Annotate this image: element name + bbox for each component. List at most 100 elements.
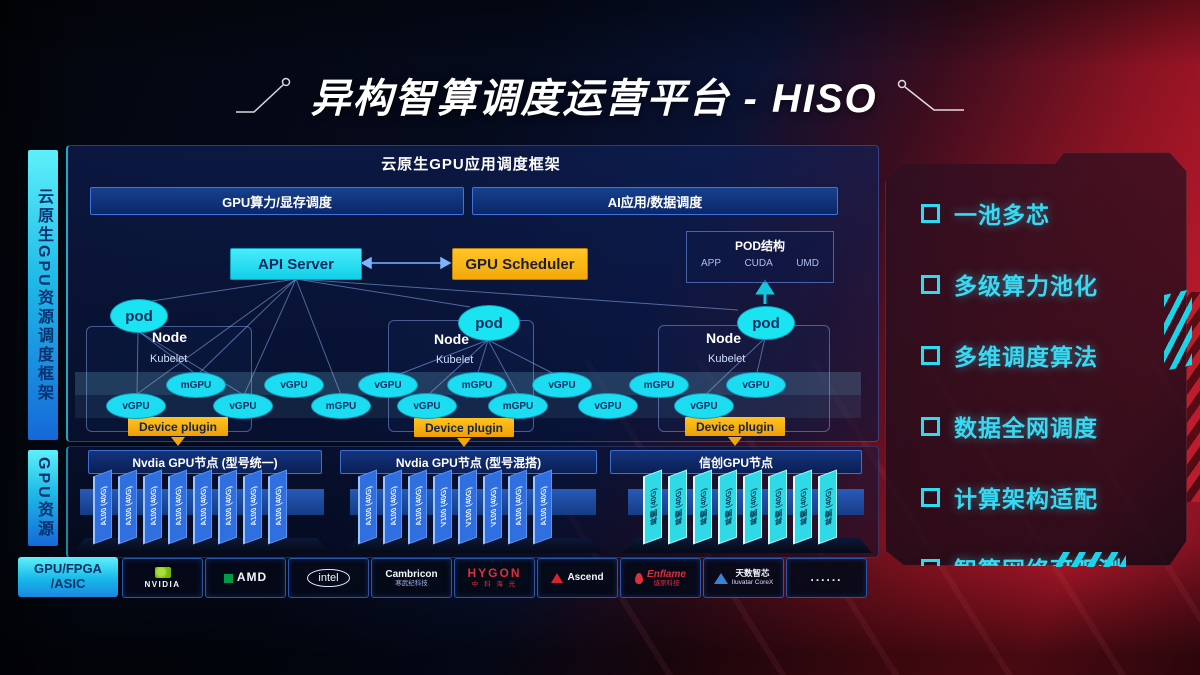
hazard-stripes-decoration — [1056, 552, 1126, 567]
gpu-ellipse-mgpu: mGPU — [629, 372, 689, 398]
device-plugin-3: Device plugin — [685, 417, 785, 436]
gpu-ellipse-vgpu: vGPU — [358, 372, 418, 398]
kubelet-label-3: Kubelet — [708, 353, 746, 365]
vendor-logo-cambricon: Cambricon 寒武纪科技 — [371, 558, 452, 598]
feature-text: 计算架构适配 — [954, 486, 1098, 512]
pod-ellipse-1: pod — [110, 299, 168, 333]
pod-structure-title: POD结构 — [734, 239, 785, 253]
vendor-text: HYGON 中 科 海 光 — [467, 566, 522, 589]
gpu-card: 昇腾 (40G) — [643, 469, 662, 545]
square-bullet-icon — [921, 274, 940, 294]
vendor-subtitle: 中 科 海 光 — [471, 581, 518, 589]
vendor-logo-enflame: Enflame 燧原科技 — [620, 558, 701, 598]
vendor-text: AMD — [236, 570, 268, 585]
vendor-name: NVIDIA — [144, 579, 181, 589]
gpu-card: A100 (40G) — [168, 469, 187, 545]
square-bullet-icon — [921, 203, 940, 223]
sidebar-gpu-resources-text: GPU资源 — [35, 457, 52, 539]
vendor-logo-more: ...... — [786, 558, 867, 598]
gpu-ellipse-mgpu: mGPU — [488, 393, 548, 419]
gpu-ellipse-vgpu: vGPU — [106, 393, 166, 419]
gpu-card: A100 (40G) — [383, 469, 402, 545]
gpu-card: A100 (40G) — [533, 469, 552, 545]
vendor-name: Ascend — [567, 572, 604, 584]
feature-text: 数据全网调度 — [954, 415, 1098, 441]
pod-layer-umd: UMD — [796, 258, 819, 269]
vendor-text: Enflame 燧原科技 — [647, 569, 686, 588]
vendor-text: ...... — [810, 570, 843, 585]
gpu-card: 昇腾 (40G) — [743, 469, 762, 545]
vendor-name: AMD — [236, 570, 268, 585]
vendor-name: HYGON — [467, 566, 522, 581]
vendor-name: 天数智芯 — [735, 568, 770, 579]
feature-item: 计算架构适配 — [921, 480, 1187, 514]
chip-types-box: GPU/FPGA /ASIC — [18, 557, 118, 597]
vendor-subtitle: Iluvatar CoreX — [731, 579, 774, 587]
circuit-decoration-left — [236, 77, 291, 113]
chip-types-line1: GPU/FPGA — [34, 561, 102, 577]
feature-text: 一池多芯 — [954, 202, 1050, 228]
square-bullet-icon — [921, 558, 940, 566]
feature-text: 多级算力池化 — [954, 273, 1098, 299]
sidebar-scheduling-frame-text: 云原生GPU资源调度框架 — [35, 187, 52, 403]
gpu-card: A100 (40G) — [243, 469, 262, 545]
pod-structure-box: POD结构 APP CUDA UMD — [686, 231, 834, 283]
vendor-text: NVIDIA — [144, 580, 180, 589]
gpu-card: A100 (40G) — [193, 469, 212, 545]
feature-text: 多维调度算法 — [954, 344, 1098, 370]
gpu-card: 昇腾 (40G) — [668, 469, 687, 545]
gpu-card: A100 (40G) — [408, 469, 427, 545]
gpu-card: 昇腾 (40G) — [793, 469, 812, 545]
hazard-stripes-decoration — [1164, 289, 1192, 371]
gpu-ellipse-mgpu: mGPU — [311, 393, 371, 419]
kubelet-label-2: Kubelet — [436, 354, 474, 366]
pod-ellipse-3: pod — [737, 306, 795, 340]
feature-item: 多维调度算法 — [921, 338, 1187, 372]
api-server-box: API Server — [230, 248, 362, 280]
gpu-node-bar-mixed: Nvdia GPU节点 (型号混搭) — [340, 450, 597, 474]
gpu-card: 昇腾 (40G) — [718, 469, 737, 545]
square-bullet-icon — [921, 345, 940, 365]
vendor-subtitle: 寒武纪科技 — [395, 580, 428, 588]
vendor-name: Cambricon — [385, 568, 438, 580]
page-title: 异构智算调度运营平台 - HISO — [310, 77, 878, 121]
gpu-ellipse-vgpu: vGPU — [726, 372, 786, 398]
gpu-compute-scheduling-bar: GPU算力/显存调度 — [90, 187, 464, 215]
vendor-name: ...... — [810, 570, 843, 585]
features-list: 一池多芯 多级算力池化 多维调度算法 数据全网调度 计算架构适配 智算网络可观测 — [885, 152, 1187, 566]
app-frame-title: 云原生GPU应用调度框架 — [381, 156, 561, 173]
gpu-ellipse-mgpu: mGPU — [166, 372, 226, 398]
gpu-ellipse-vgpu: vGPU — [397, 393, 457, 419]
pod-ellipse-2: pod — [458, 305, 520, 341]
pod-layer-app: APP — [701, 258, 722, 269]
vendor-subtitle: 燧原科技 — [653, 580, 680, 588]
gpu-card: A100 (40G) — [268, 469, 287, 545]
gpu-card: 昇腾 (40G) — [818, 469, 837, 545]
feature-item: 数据全网调度 — [921, 409, 1187, 443]
iluvatar-logo-icon — [713, 572, 728, 584]
vendor-text: Cambricon 寒武纪科技 — [385, 569, 437, 588]
gpu-scheduler-box: GPU Scheduler — [452, 248, 588, 280]
down-arrow-icon — [457, 438, 471, 447]
node-label-3: Node — [706, 330, 741, 346]
vendor-text: intel — [307, 568, 350, 588]
down-arrow-icon — [728, 437, 742, 446]
gpu-card: A100 (40G) — [93, 469, 112, 545]
features-panel: 一池多芯 多级算力池化 多维调度算法 数据全网调度 计算架构适配 智算网络可观测 — [885, 152, 1187, 566]
gpu-card: A100 (40G) — [508, 469, 527, 545]
gpu-card: 昇腾 (40G) — [693, 469, 712, 545]
gpu-card: V100 (40G) — [458, 469, 477, 545]
gpu-card: A100 (40G) — [218, 469, 237, 545]
chip-types-line2: /ASIC — [50, 576, 86, 591]
sidebar-gpu-resources-label: GPU资源 — [28, 450, 58, 546]
header: 异构智算调度运营平台 - HISO — [0, 66, 1200, 124]
gpu-ellipse-vgpu: vGPU — [532, 372, 592, 398]
square-bullet-icon — [921, 416, 940, 436]
vendor-logo-nvidia: NVIDIA — [122, 558, 203, 598]
circuit-decoration-right — [897, 79, 964, 111]
gpu-ellipse-vgpu: vGPU — [674, 393, 734, 419]
sidebar-scheduling-frame-label: 云原生GPU资源调度框架 — [28, 150, 58, 440]
gpu-ellipse-vgpu: vGPU — [578, 393, 638, 419]
gpu-card: V100 (40G) — [483, 469, 502, 545]
vendor-logo-more: 天数智芯 Iluvatar CoreX — [703, 558, 784, 598]
